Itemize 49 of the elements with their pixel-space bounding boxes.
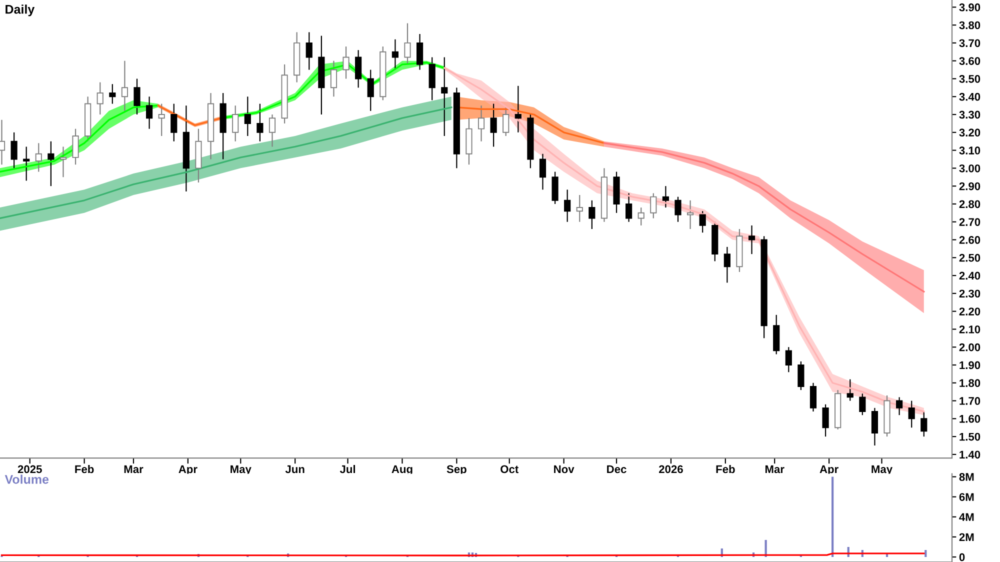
x-tick-label: Jul [340,464,356,474]
y-tick-label: 3.50 [959,74,980,83]
y-tick-label: 2.90 [959,182,980,190]
y-tick-label: 3.20 [959,128,980,137]
y-tick-label: 1.60 [960,414,980,423]
x-tick-label: Sep [446,465,466,476]
y-tick-label: 8M [959,473,974,481]
y-tick-label: 1.50 [960,432,980,441]
x-tick-label: Apr [820,465,838,476]
x-tick-label: May [230,465,252,476]
y-tick-label: 3.00 [959,164,980,172]
x-tick-label: May [872,465,892,476]
chart-title: Volume [4,474,49,484]
x-tick-label: Feb [716,464,735,474]
x-tick-label: 2025 [18,465,42,474]
x-tick-label: 2026 [658,465,683,474]
y-tick-label: 2.40 [959,272,980,280]
y-tick-label: 2.30 [959,290,980,298]
y-tick-label: 3.80 [959,21,980,30]
y-tick-label: 3.60 [959,57,980,65]
y-tick-label: 2.10 [959,325,980,334]
y-tick-label: 2.70 [959,218,980,226]
x-tick-label: Dec [607,465,626,474]
x-tick-label: Nov [554,465,574,474]
chart-title: Daily [6,4,35,16]
y-tick-label: 3.70 [959,39,980,48]
y-tick-label: 1.70 [960,397,980,405]
x-tick-label: Mar [765,465,784,474]
y-tick-label: 2.20 [959,308,980,316]
y-tick-label: 3.30 [959,110,980,119]
y-tick-label: 1.40 [960,450,980,459]
y-tick-label: 2.00 [959,343,980,352]
y-tick-label: 0 [959,553,965,562]
y-tick-label: 1.80 [960,379,980,388]
y-tick-label: 2.60 [959,236,980,244]
y-tick-label: 3.10 [959,146,980,154]
y-tick-label: 6M [959,493,974,501]
y-tick-label: 3.90 [959,3,980,12]
y-tick-label: 4M [959,513,974,521]
y-tick-label: 2M [959,533,974,541]
y-tick-label: 2.50 [959,254,980,262]
x-tick-label: Apr [178,465,198,476]
x-tick-label: Mar [124,465,144,474]
x-tick-label: Jun [285,465,304,474]
x-tick-label: Feb [75,464,94,474]
y-tick-label: 3.40 [959,92,980,101]
y-tick-label: 1.90 [960,361,980,370]
x-tick-label: Oct [500,465,518,474]
y-tick-label: 2.80 [959,200,980,208]
